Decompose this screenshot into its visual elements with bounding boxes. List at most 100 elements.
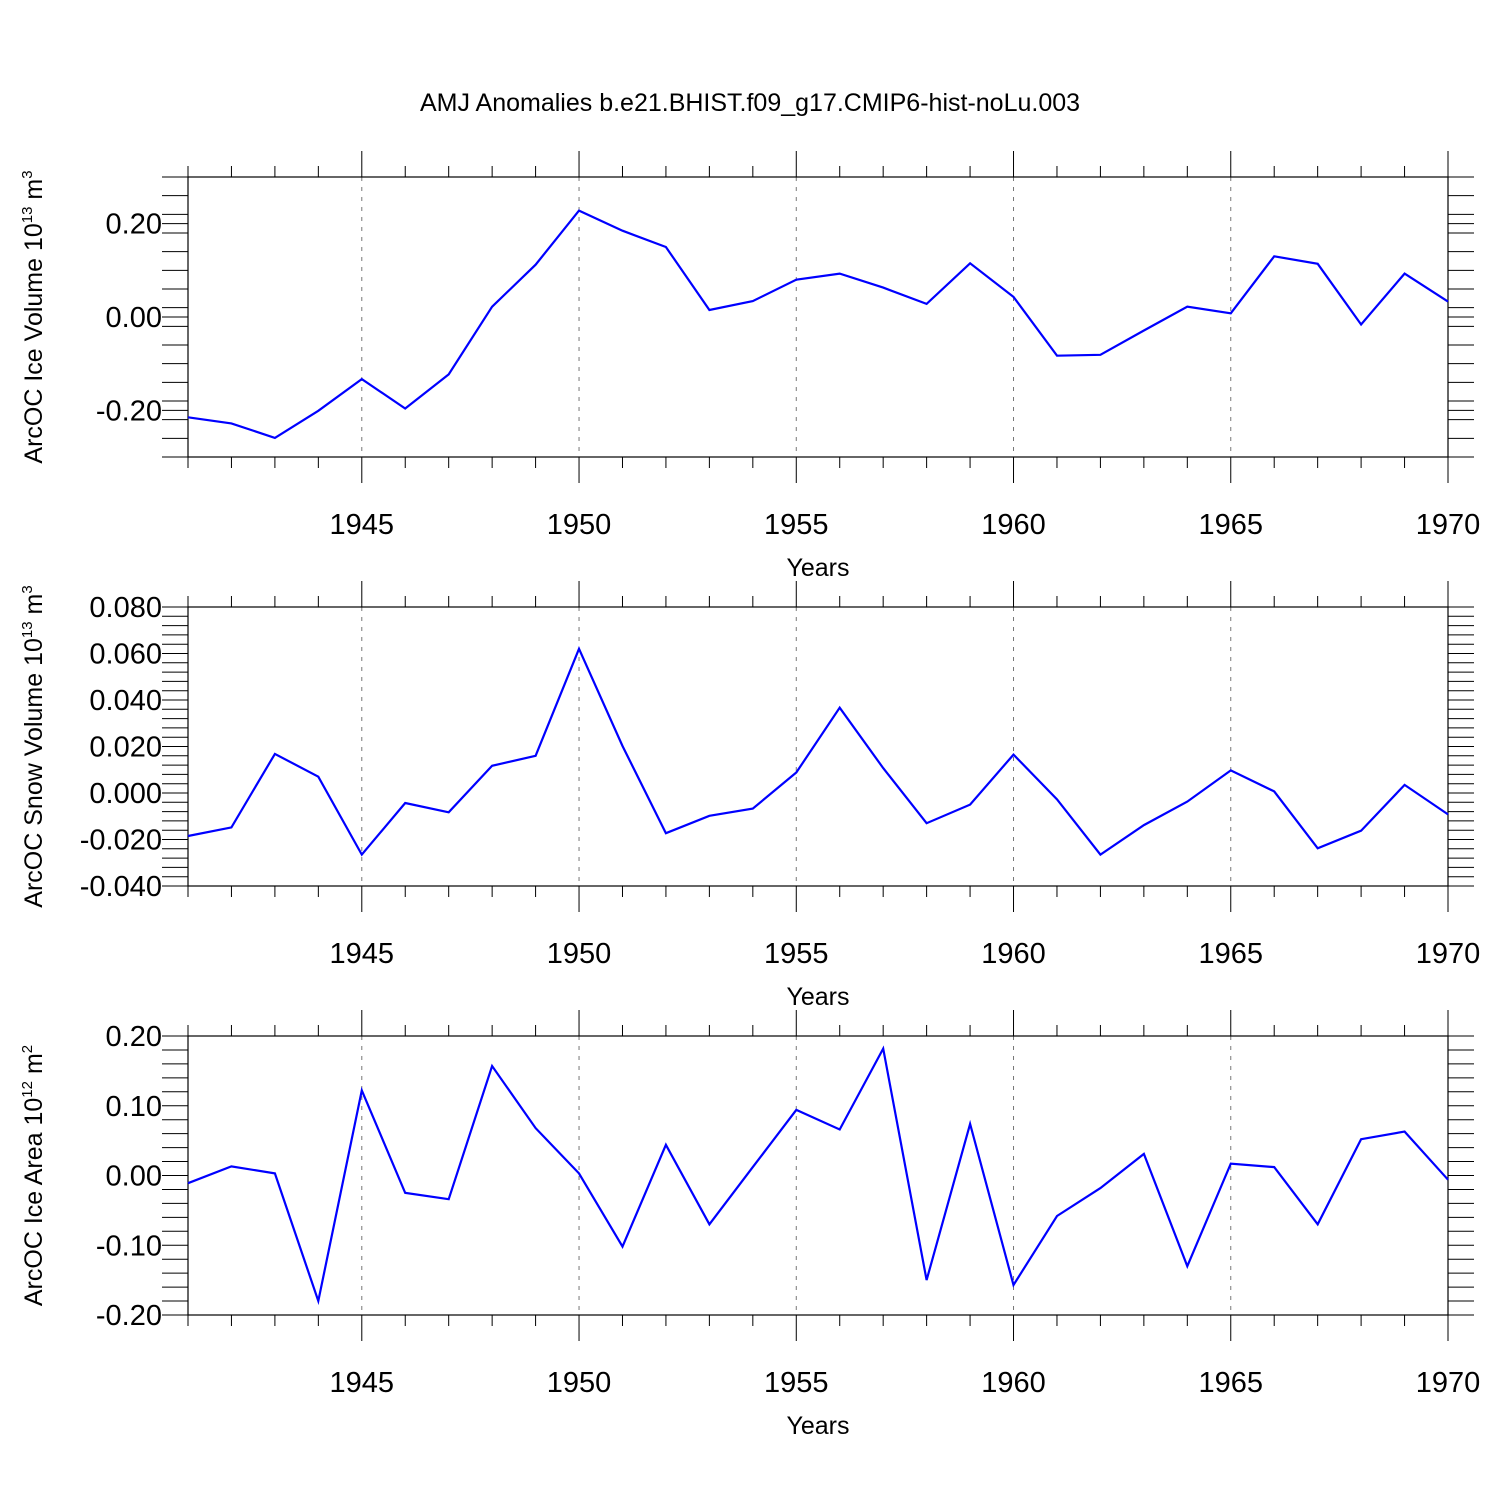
data-point [533,753,538,758]
panels: 1945 1950 1955 1960 1965 1970 -0.20 0.00 0.20 Yea… [19,151,1480,1440]
data-point [403,1190,408,1195]
data-point [1054,1213,1059,1218]
y-tick-label: -0.10 [96,1230,162,1262]
y-axis-label-unit-exponent: 3 [19,585,36,593]
data-point [490,1063,495,1068]
y-tick-label: 0.020 [89,732,162,764]
y-axis-label-exponent: 12 [19,1081,36,1098]
data-point [1185,304,1190,309]
data-point [577,1171,582,1176]
data-point [272,435,277,440]
data-point [1011,1283,1016,1288]
data-point [1011,294,1016,299]
data-point [316,774,321,779]
y-axis-label: ArcOC Snow Volume 1013 m3 [19,585,48,907]
data-point [750,1165,755,1170]
data-point [968,261,973,266]
series-line [187,209,1449,440]
data-point [1185,799,1190,804]
data-point [1098,852,1103,857]
y-tick-label: -0.20 [96,1300,162,1332]
data-point [403,406,408,411]
x-tick-label: 1970 [1416,509,1481,541]
x-tick-label: 1965 [1199,938,1264,970]
x-tick-label: 1945 [330,1367,395,1399]
chart-panel-1: 1945 1950 1955 1960 1965 1970 -0.20 0.00 0.20 Yea… [19,151,1480,582]
data-point [1402,782,1407,787]
x-tick-label: 1955 [764,509,829,541]
y-tick-label: 0.20 [106,209,162,241]
data-point [577,646,582,651]
x-tick-label: 1955 [764,938,829,970]
data-point [446,810,451,815]
x-tick-label: 1965 [1199,1367,1264,1399]
y-tick-label: 0.080 [89,592,162,624]
data-point [186,415,191,420]
data-point [403,800,408,805]
y-axis-label-unit: m [20,179,48,207]
data-point [1315,1222,1320,1227]
data-point [837,1127,842,1132]
x-tick-label: 1970 [1416,938,1481,970]
x-tick-label: 1955 [764,1367,829,1399]
y-axis-label-text: ArcOC Ice Area 10 [20,1098,48,1306]
data-point [1359,828,1364,833]
x-axis-label: Years [786,1412,849,1440]
x-axis-label: Years [786,983,849,1011]
figure-title: AMJ Anomalies b.e21.BHIST.f09_g17.CMIP6-… [420,89,1080,117]
data-point [446,1197,451,1202]
data-point [620,1244,625,1249]
x-tick-label: 1965 [1199,509,1264,541]
x-tick-label: 1950 [547,509,612,541]
data-point [1228,1161,1233,1166]
y-axis-label-exponent: 13 [19,207,36,224]
data-point [968,1121,973,1126]
data-point [1098,1186,1103,1191]
data-point [577,208,582,213]
data-point [837,705,842,710]
y-axis-label: ArcOC Ice Area 1012 m2 [19,1045,48,1306]
data-point [881,285,886,290]
data-point [663,831,668,836]
data-point [186,1181,191,1186]
data-point [272,1171,277,1176]
data-point [1141,328,1146,333]
y-tick-label: 0.060 [89,639,162,671]
data-point [1446,1177,1451,1182]
data-point [316,408,321,413]
data-point [1402,1129,1407,1134]
x-tick-label: 1950 [547,938,612,970]
data-point [229,421,234,426]
data-point [446,372,451,377]
data-point [1098,352,1103,357]
data-point [316,1299,321,1304]
data-point [620,228,625,233]
data-point [707,1222,712,1227]
y-tick-label: 0.00 [106,302,162,334]
data-point [663,245,668,250]
data-point [1228,311,1233,316]
data-point [1315,846,1320,851]
data-point [881,1046,886,1051]
data-point [837,271,842,276]
data-point [1272,1165,1277,1170]
plot-frame [187,606,1449,887]
data-point [1402,271,1407,276]
y-tick-label: 0.040 [89,685,162,717]
y-axis-label-unit: m [20,1053,48,1081]
chart-panel-2: 1945 1950 1955 1960 1965 1970 -0.040 -0.020 0.00… [19,581,1480,1011]
x-tick-label: 1960 [981,938,1046,970]
data-point [1359,1137,1364,1142]
x-tick-label: 1945 [330,509,395,541]
data-point [1446,299,1451,304]
data-point [924,821,929,826]
x-tick-label: 1945 [330,938,395,970]
x-tick-label: 1970 [1416,1367,1481,1399]
data-point [707,813,712,818]
y-axis-label-unit-exponent: 2 [19,1045,36,1053]
x-tick-label: 1960 [981,1367,1046,1399]
data-point [924,1278,929,1283]
x-tick-label: 1960 [981,509,1046,541]
data-point [1446,812,1451,817]
y-tick-label: 0.20 [106,1021,162,1053]
